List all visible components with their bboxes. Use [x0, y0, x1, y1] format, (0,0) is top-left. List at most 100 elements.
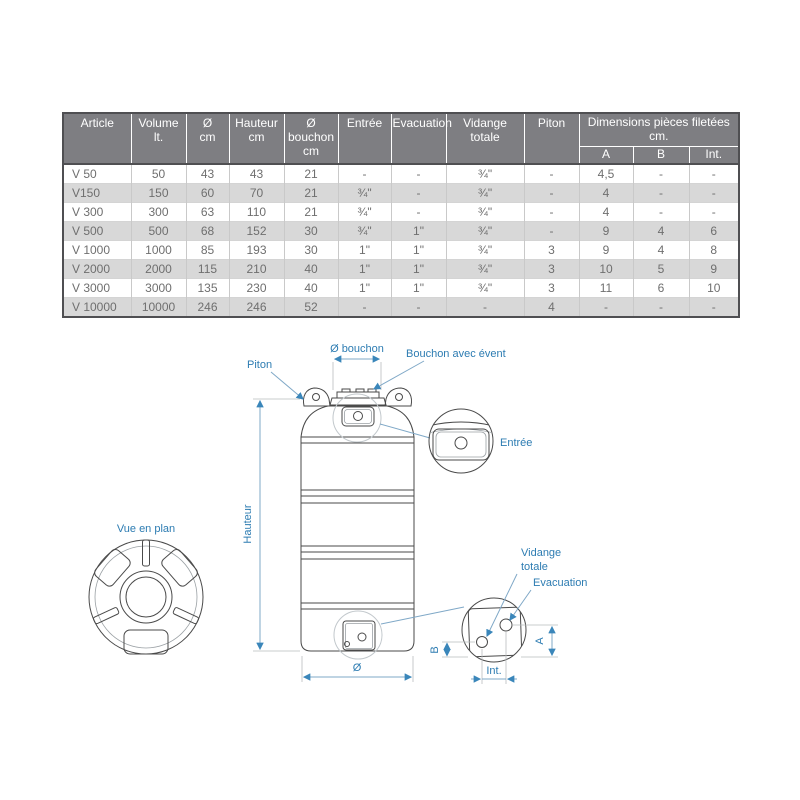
value-cell: 4: [524, 297, 580, 318]
top-view: Vue en plan: [88, 523, 204, 655]
value-cell: 4: [579, 202, 634, 222]
entree-detail: Entrée: [379, 408, 532, 474]
value-cell: 1": [338, 259, 392, 279]
value-cell: 193: [229, 240, 285, 260]
tank-ribs: [301, 436, 414, 610]
value-cell: 10: [579, 259, 634, 279]
article-cell: V 3000: [63, 278, 132, 298]
col-int: Int.: [689, 146, 739, 165]
col-hauteur: Hauteur cm: [229, 113, 285, 165]
value-cell: 8: [689, 240, 739, 260]
value-cell: -: [689, 183, 739, 203]
value-cell: -: [633, 183, 690, 203]
table-header: Article Volume lt. Ø cm Hauteur cm Ø bou…: [63, 113, 739, 165]
table-row: V 50 50 43 43 21- - ¾" -4,5- -: [63, 163, 739, 184]
article-cell: V 500: [63, 221, 132, 241]
value-cell: ¾": [446, 259, 525, 279]
value-cell: 300: [131, 202, 187, 222]
value-cell: -: [446, 297, 525, 318]
value-cell: 1": [391, 240, 447, 260]
value-cell: 30: [284, 221, 339, 241]
value-cell: 3: [524, 259, 580, 279]
value-cell: -: [689, 163, 739, 184]
bouchon-callout: Bouchon avec évent: [373, 348, 506, 390]
hauteur-dimension: Hauteur: [242, 398, 300, 652]
value-cell: -: [338, 163, 392, 184]
article-cell: V 10000: [63, 297, 132, 318]
value-cell: 60: [186, 183, 230, 203]
vidange-totale-label-line2: totale: [521, 561, 548, 573]
value-cell: -: [391, 297, 447, 318]
value-cell: ¾": [446, 278, 525, 298]
cap: [329, 388, 387, 406]
evacuation-hole: [499, 618, 513, 632]
lug-left: [303, 387, 331, 407]
value-cell: 4,5: [579, 163, 634, 184]
value-cell: 3000: [131, 278, 187, 298]
top-view-pad: [94, 548, 131, 587]
value-cell: 9: [689, 259, 739, 279]
col-article: Article: [63, 113, 132, 165]
value-cell: 110: [229, 202, 285, 222]
value-cell: ¾": [446, 240, 525, 260]
entree-label: Entrée: [500, 437, 532, 449]
value-cell: 152: [229, 221, 285, 241]
value-cell: 1": [391, 278, 447, 298]
value-cell: 85: [186, 240, 230, 260]
value-cell: 43: [186, 163, 230, 184]
value-cell: -: [391, 183, 447, 203]
value-cell: 43: [229, 163, 285, 184]
value-cell: -: [689, 202, 739, 222]
value-cell: ¾": [446, 183, 525, 203]
vidange-totale-label-line1: Vidange: [521, 547, 561, 559]
dim-int: Int.: [471, 632, 517, 684]
value-cell: 1": [338, 240, 392, 260]
top-view-slot: [142, 539, 150, 567]
value-cell: 210: [229, 259, 285, 279]
value-cell: -: [633, 297, 690, 318]
value-cell: 70: [229, 183, 285, 203]
top-view-pad: [161, 548, 198, 587]
top-view-slot: [172, 607, 199, 625]
value-cell: 4: [633, 221, 690, 241]
value-cell: 3: [524, 278, 580, 298]
col-evacuation: Evacuation: [391, 113, 452, 165]
value-cell: 40: [284, 259, 339, 279]
value-cell: 63: [186, 202, 230, 222]
value-cell: -: [391, 202, 447, 222]
value-cell: 5: [633, 259, 690, 279]
value-cell: 52: [284, 297, 339, 318]
value-cell: -: [633, 202, 690, 222]
table-row: V 500 500 68 152 30 ¾" 1" ¾" -9 4 6: [63, 221, 739, 241]
value-cell: ¾": [446, 202, 525, 222]
dim-int-label: Int.: [486, 665, 501, 677]
value-cell: 21: [284, 183, 339, 203]
top-view-slot: [93, 607, 120, 625]
value-cell: ¾": [338, 183, 392, 203]
value-cell: -: [689, 297, 739, 318]
value-cell: -: [524, 183, 580, 203]
col-volume: Volume lt.: [131, 113, 187, 165]
value-cell: 1": [338, 278, 392, 298]
bouchon-avec-event-label: Bouchon avec évent: [406, 348, 506, 360]
table-row: V 3000 3000 135 230 40 1" 1" ¾" 3 11 6 10: [63, 278, 739, 298]
value-cell: 246: [186, 297, 230, 318]
vue-en-plan-label: Vue en plan: [117, 523, 175, 535]
o-bouchon-dimension: Ø bouchon: [330, 343, 384, 390]
value-cell: 6: [689, 221, 739, 241]
value-cell: 10: [689, 278, 739, 298]
tank-front-view: [300, 387, 415, 660]
dim-b: B: [429, 641, 475, 658]
table-row: V 300 300 63 110 21 ¾" - ¾" -4- -: [63, 202, 739, 222]
hauteur-label: Hauteur: [242, 504, 254, 543]
table-row: V 10000 10000 246 246 52- - -4- - -: [63, 297, 739, 318]
tank-spec-table: Article Volume lt. Ø cm Hauteur cm Ø bou…: [62, 112, 740, 319]
value-cell: -: [524, 221, 580, 241]
value-cell: 230: [229, 278, 285, 298]
value-cell: 68: [186, 221, 230, 241]
vidange-hole: [476, 636, 488, 648]
col-a: A: [579, 146, 634, 165]
table-body: V 50 50 43 43 21- - ¾" -4,5- - V150 150 60 70 21 ¾" - ¾"…: [63, 163, 739, 318]
value-cell: 9: [579, 240, 634, 260]
